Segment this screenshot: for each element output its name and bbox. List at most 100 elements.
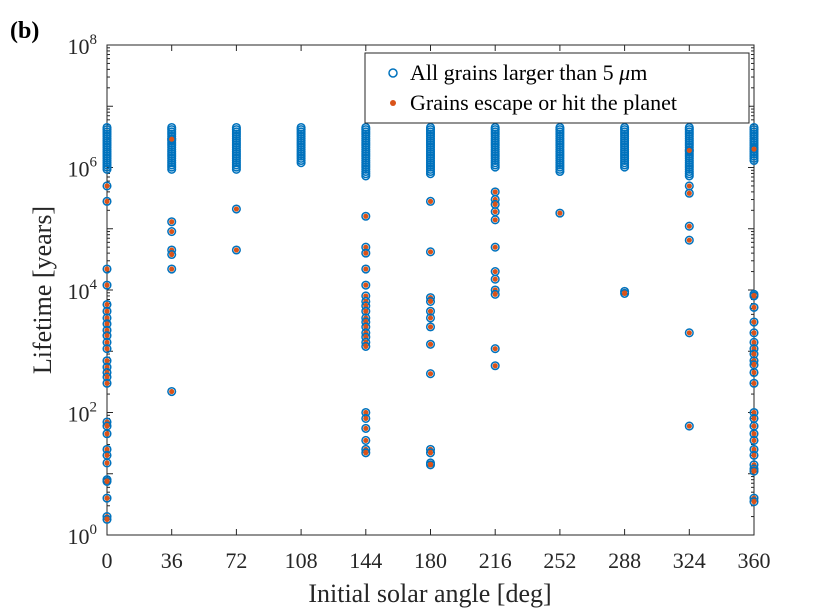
escaped-grain-marker <box>686 423 692 429</box>
escaped-grain-marker <box>104 478 110 485</box>
grain-marker-outline <box>361 413 371 423</box>
grain-marker-outline <box>361 211 371 221</box>
grain-marker-outline <box>102 493 112 503</box>
grain-marker-outline <box>425 306 436 316</box>
grain-marker-outline <box>749 317 759 327</box>
grain-marker-outline <box>231 204 241 214</box>
all-grains-marker <box>749 155 759 166</box>
all-grains-marker <box>555 166 565 177</box>
x-tick-label: 144 <box>349 548 382 573</box>
escaped-grain-marker <box>104 183 110 189</box>
grain-marker-outline <box>490 361 500 371</box>
x-axis-label: Initial solar angle [deg] <box>308 579 551 608</box>
escaped-grain-marker <box>557 210 563 216</box>
grain-marker-outline <box>749 144 759 154</box>
y-tick-label: 102 <box>68 400 98 427</box>
grain-marker-outline <box>749 349 759 359</box>
escaped-grain-marker <box>622 290 628 297</box>
escaped-grain-marker <box>751 452 757 458</box>
escaped-grain-marker <box>492 346 498 352</box>
grain-marker-outline <box>490 242 500 252</box>
escaped-grain-marker <box>751 330 757 336</box>
grain-marker-outline <box>749 367 759 378</box>
escaped-grain-marker <box>427 371 434 377</box>
grain-marker-outline <box>102 514 112 524</box>
escaped-grain-marker <box>169 251 175 258</box>
escaped-grain-marker <box>751 415 757 422</box>
escaped-grain-marker <box>751 146 757 152</box>
escaped-grain-marker <box>363 450 369 456</box>
y-tick-label: 100 <box>68 522 98 549</box>
escaped-grain-marker <box>104 374 110 380</box>
grain-marker-outline <box>425 369 436 379</box>
y-tick-labels: 100 102 104 106 108 <box>68 32 98 549</box>
grain-marker-outline <box>425 296 436 307</box>
all-grains-marker <box>102 164 112 174</box>
escaped-grain-marker <box>363 409 369 416</box>
escaped-grain-marker <box>751 468 757 474</box>
escaped-grain-marker <box>686 190 692 196</box>
x-tick-label: 72 <box>225 548 247 573</box>
all-grains-marker <box>361 171 371 181</box>
legend-dot-marker <box>390 100 396 106</box>
x-tick-labels: 0 36 72 108 144 180 216 252 288 324 360 <box>102 548 771 573</box>
x-tick-label: 288 <box>608 548 641 573</box>
grain-marker-outline <box>749 435 759 445</box>
escaped-grain-marker <box>492 209 498 215</box>
grain-marker-outline <box>749 302 759 312</box>
escaped-grain-marker <box>492 201 498 207</box>
escaped-grain-marker <box>686 237 692 243</box>
escaped-grain-marker <box>104 446 110 452</box>
escaped-grain-marker <box>104 282 110 288</box>
grain-marker-outline <box>361 448 371 458</box>
escaped-grain-marker <box>492 363 498 369</box>
escaped-grain-marker <box>363 213 369 219</box>
grain-marker-outline <box>102 181 112 191</box>
escaped-grain-marker <box>169 228 175 235</box>
escaped-grain-marker <box>233 206 239 212</box>
legend-label-all-grains: All grains larger than 5 μm <box>410 60 647 85</box>
escaped-grain-marker <box>751 423 757 429</box>
grain-marker-outline <box>361 280 371 290</box>
grain-marker-outline <box>490 344 500 354</box>
all-grains-marker <box>425 169 436 179</box>
escaped-grain-marker <box>104 358 110 364</box>
escaped-grain-marker <box>751 380 757 386</box>
grain-marker-outline <box>102 280 112 290</box>
grain-marker-outline <box>102 429 112 439</box>
escaped-grain-marker <box>104 333 110 339</box>
escaped-grain-marker <box>233 247 239 253</box>
grain-marker-outline <box>102 319 112 329</box>
grain-marker-outline <box>102 476 112 486</box>
escaped-grain-marker <box>363 343 369 350</box>
escaped-grain-marker <box>104 339 110 345</box>
grain-marker-outline <box>102 337 112 347</box>
escaped-grain-marker <box>427 249 434 255</box>
x-tick-label: 252 <box>543 548 576 573</box>
escaped-grain-marker <box>492 268 498 275</box>
escaped-grain-marker <box>686 223 692 229</box>
escaped-grain-marker <box>686 330 692 336</box>
escaped-grain-marker <box>686 147 692 154</box>
legend-open-circle-marker <box>388 68 398 78</box>
grain-marker-outline <box>425 247 436 257</box>
escaped-grain-marker <box>104 380 110 386</box>
escaped-grain-marker <box>169 219 175 225</box>
grain-marker-outline <box>167 217 177 227</box>
legend-label-escaped: Grains escape or hit the planet <box>410 90 677 115</box>
grain-marker-outline <box>167 264 177 274</box>
escaped-grain-marker <box>751 362 757 368</box>
grain-marker-outline <box>749 450 759 460</box>
grain-marker-outline <box>167 386 177 397</box>
escaped-grain-marker <box>492 189 498 195</box>
escaped-grain-marker <box>363 244 369 250</box>
x-tick-label: 324 <box>673 548 706 573</box>
grain-marker-outline <box>684 188 694 198</box>
grain-marker-outline <box>425 322 436 332</box>
escaped-grain-marker <box>751 319 757 325</box>
grain-marker-outline <box>490 215 500 225</box>
y-tick-label: 104 <box>68 277 98 304</box>
y-tick-label: 106 <box>68 155 98 182</box>
grain-marker-outline <box>425 460 436 470</box>
